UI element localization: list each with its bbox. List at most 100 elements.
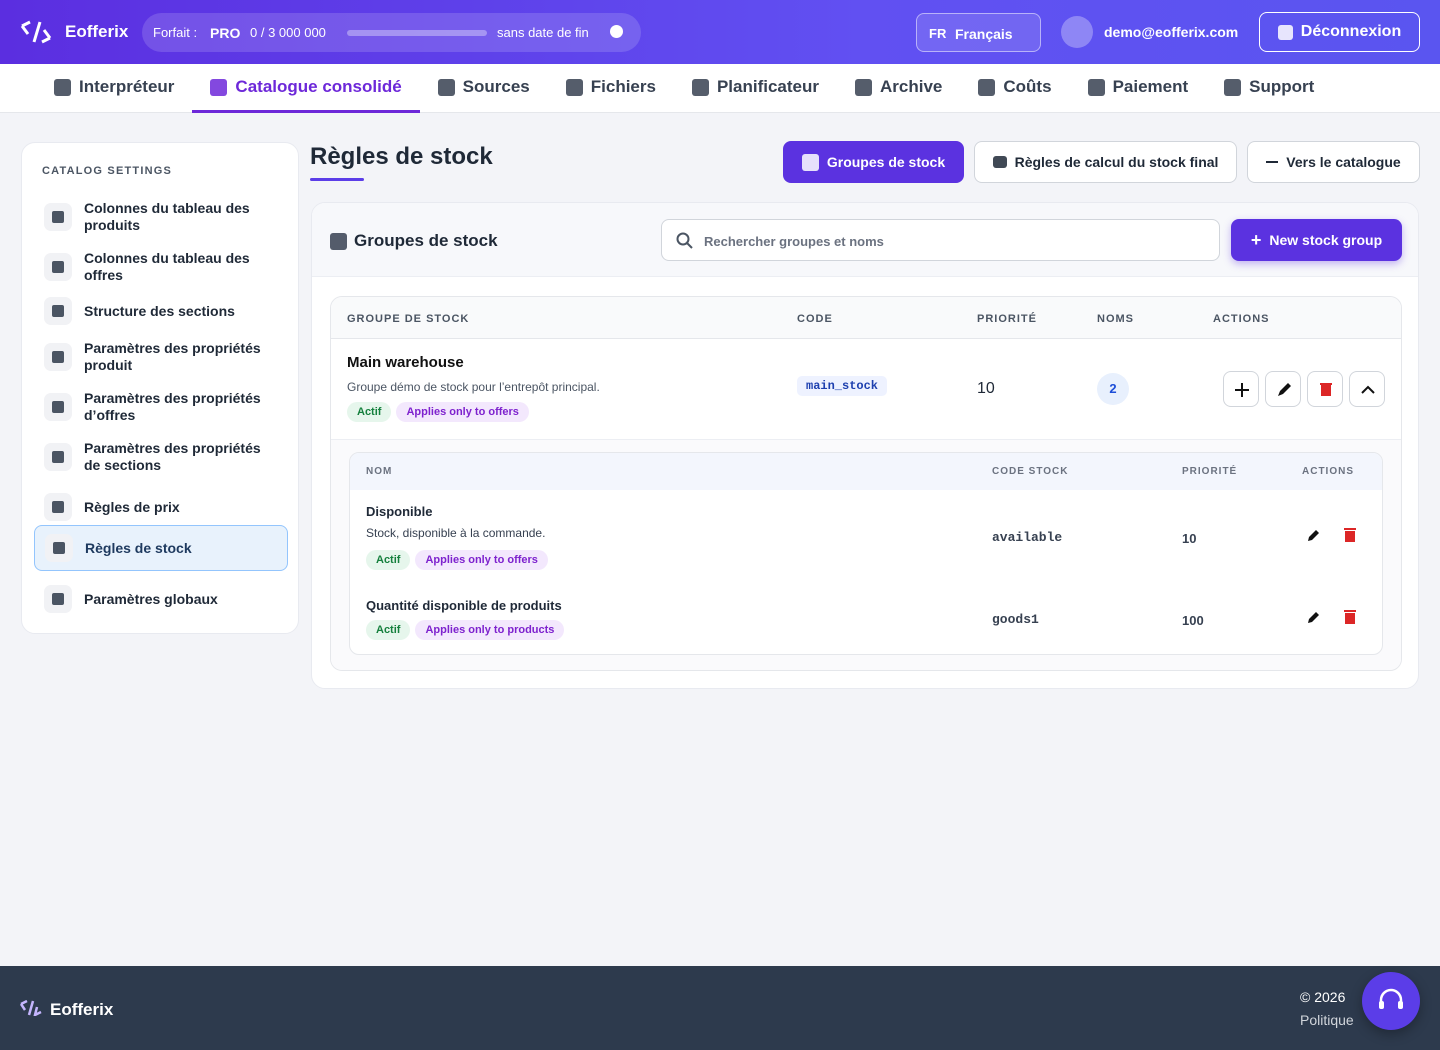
tab-icon [801, 153, 819, 171]
nav-item[interactable]: Support [1206, 64, 1332, 113]
delete-icon[interactable] [1344, 528, 1356, 542]
sidebar-label: Colonnes du tableau des offres [84, 250, 250, 283]
search-icon [676, 232, 693, 249]
group-description: Groupe démo de stock pour l’entrepôt pri… [347, 380, 600, 394]
plan-label: Forfait : [153, 25, 198, 40]
sidebar-icon [44, 203, 72, 231]
badge: Actif [366, 620, 411, 640]
names-table: NOM CODE STOCK PRIORITÉ ACTIONS Disponib… [349, 452, 1383, 655]
language-select[interactable]: FR Français [916, 13, 1041, 52]
group-badges: Actif Applies only to offers [347, 402, 534, 422]
sidebar-label: Paramètres des propriétés de sections [84, 440, 261, 473]
tab-label: Règles de calcul du stock final [1014, 154, 1219, 170]
group-name: Main warehouse [347, 354, 464, 371]
name-priority: 100 [1182, 613, 1204, 628]
nav-label: Fichiers [590, 77, 656, 96]
nav-label: Interpréteur [79, 77, 175, 96]
avatar [1061, 16, 1093, 48]
group-code: main_stock [797, 376, 888, 396]
sidebar-item[interactable]: Règles de stock [34, 525, 288, 571]
badge: Applies only to offers [396, 402, 529, 422]
nav-icon [437, 78, 455, 96]
name-priority: 10 [1182, 531, 1197, 546]
name-code: available [992, 530, 1063, 545]
brand: Eofferix [65, 22, 129, 41]
plus-icon: + [1250, 230, 1262, 250]
nav-item[interactable]: Paiement [1070, 64, 1207, 113]
support-chat-button[interactable] [1362, 972, 1420, 1030]
new-group-label: New stock group [1269, 232, 1383, 248]
sidebar-icon [44, 297, 72, 325]
sidebar-item[interactable]: Règles de prix [34, 489, 288, 525]
tab-catalog[interactable]: Vers le catalogue [1247, 141, 1420, 183]
name-badges: Actif Applies only to offers [366, 550, 553, 570]
column-header: ACTIONS [1213, 313, 1270, 325]
column-header: NOMS [1097, 313, 1134, 325]
edit-icon[interactable] [1307, 528, 1321, 542]
usage-bar [347, 30, 487, 36]
tab-label: Groupes de stock [826, 154, 946, 170]
sidebar-item[interactable]: Paramètres globaux [34, 581, 288, 617]
sidebar-item[interactable]: Structure des sections [34, 293, 288, 329]
badge: Applies only to offers [415, 550, 548, 570]
sidebar-item[interactable]: Colonnes du tableau des offres [34, 249, 288, 285]
new-group-button[interactable]: + New stock group [1231, 219, 1402, 261]
nav-item[interactable]: Coûts [960, 64, 1069, 113]
name-description: Stock, disponible à la commande. [366, 526, 546, 540]
logout-button[interactable]: Déconnexion [1259, 12, 1420, 52]
nav-item[interactable]: Planificateur [674, 64, 837, 113]
table-header [331, 297, 1401, 339]
arrow-icon [1266, 161, 1279, 163]
delete-button[interactable] [1307, 371, 1343, 407]
panel: Groupes de stock Rechercher groupes et n… [311, 202, 1419, 689]
tab-groups[interactable]: Groupes de stock [783, 141, 964, 183]
column-header: CODE STOCK [992, 466, 1069, 477]
nav-icon [565, 78, 583, 96]
panel-icon [330, 233, 347, 250]
sidebar-icon [44, 343, 72, 371]
footer-link[interactable]: Politique [1300, 1012, 1354, 1028]
collapse-button[interactable] [1349, 371, 1385, 407]
sub-header [350, 453, 1382, 490]
info-icon[interactable] [610, 25, 623, 38]
lang: Français [955, 26, 1013, 42]
nav-item[interactable]: Sources [420, 64, 548, 113]
name-code: goods1 [992, 612, 1039, 627]
nav-item[interactable]: Archive [837, 64, 960, 113]
column-header: GROUPE DE STOCK [347, 313, 470, 325]
sidebar-item[interactable]: Paramètres des propriétés produit [34, 339, 288, 375]
sidebar-icon [44, 585, 72, 613]
nav-item[interactable]: Catalogue consolidé [192, 64, 420, 113]
nav-icon [691, 78, 709, 96]
sidebar-label: Règles de stock [85, 539, 192, 556]
column-header: NOM [366, 466, 393, 477]
delete-icon[interactable] [1344, 610, 1356, 624]
user-email[interactable]: demo@eofferix.com [1104, 24, 1239, 40]
nav-icon [855, 78, 873, 96]
nav-label: Archive [880, 77, 943, 96]
edit-button[interactable] [1265, 371, 1301, 407]
nav-icon [1087, 78, 1105, 96]
add-button[interactable] [1223, 371, 1259, 407]
edit-icon[interactable] [1307, 610, 1321, 624]
name-title: Disponible [366, 504, 433, 519]
search-input[interactable]: Rechercher groupes et noms [661, 219, 1220, 261]
tab-rules[interactable]: Règles de calcul du stock final [974, 141, 1237, 183]
sidebar-item[interactable]: Colonnes du tableau des produits [34, 199, 288, 235]
nav-icon [1224, 78, 1242, 96]
nav-icon [54, 78, 71, 96]
copyright: © 2026 [1300, 989, 1346, 1005]
footer-brand: Eofferix [50, 1000, 114, 1019]
sidebar-item[interactable]: Paramètres des propriétés d’offres [34, 389, 288, 425]
tab-icon [992, 156, 1007, 168]
badge: Actif [366, 550, 411, 570]
nav-label: Paiement [1112, 77, 1189, 96]
nav-item[interactable]: Fichiers [548, 64, 674, 113]
sidebar-icon [44, 493, 72, 521]
sidebar-heading: CATALOG SETTINGS [42, 165, 173, 177]
sidebar-item[interactable]: Paramètres des propriétés de sections [34, 439, 288, 475]
sidebar-label: Règles de prix [84, 498, 180, 515]
nav-item[interactable]: Interpréteur [36, 64, 192, 113]
nav-label: Planificateur [716, 77, 820, 96]
